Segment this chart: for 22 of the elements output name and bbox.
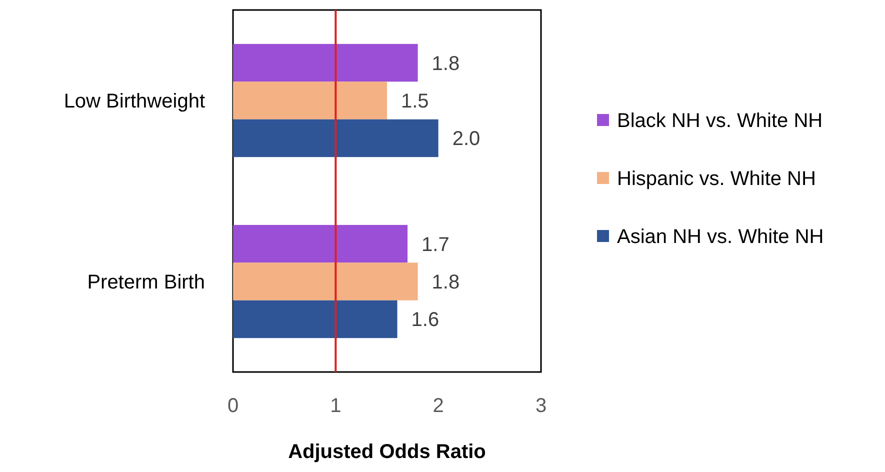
legend-label: Black NH vs. White NH [617,110,823,132]
bar [233,119,438,158]
y-tick-label: Preterm Birth [87,272,205,294]
bar [233,224,408,263]
x-tick-label: 0 [227,395,239,417]
y-tick-label: Low Birthweight [64,90,206,112]
bar [233,300,398,338]
data-label: 1.8 [432,272,460,294]
x-tick-label: 2 [432,395,444,417]
data-label: 1.8 [432,52,460,75]
x-tick-label: 3 [535,395,547,417]
legend-label: Asian NH vs. White NH [617,226,824,248]
data-label: 2.0 [452,128,480,150]
bar [233,44,418,82]
bar [233,82,387,120]
data-label: 1.6 [411,309,440,332]
legend-label: Hispanic vs. White NH [617,168,816,190]
data-label: 1.7 [422,234,450,256]
x-tick-label: 1 [330,395,342,417]
data-label: 1.5 [401,90,429,112]
x-axis-title: Adjusted Odds Ratio [288,441,486,463]
bar [233,262,418,300]
